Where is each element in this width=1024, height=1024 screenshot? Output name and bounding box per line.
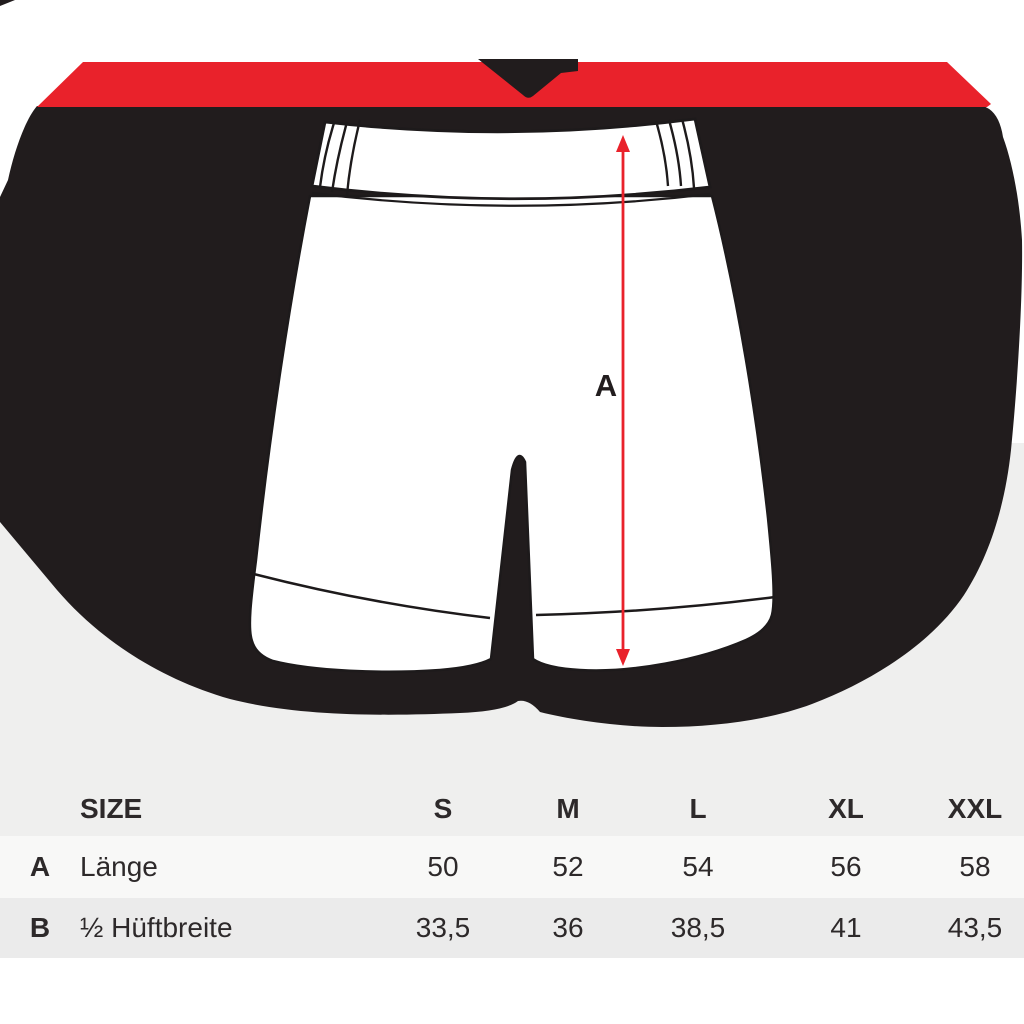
laenge-s: 50 — [427, 851, 459, 882]
corner-fragment — [0, 0, 15, 6]
laenge-xxl: 58 — [959, 851, 991, 882]
laenge-xl: 56 — [830, 851, 862, 882]
laenge-m: 52 — [552, 851, 584, 882]
row-label-laenge: Länge — [80, 851, 158, 882]
header-col-xxl: XXL — [947, 793, 1003, 824]
measurement-arrow-A — [616, 135, 630, 666]
hueftbreite-xl: 41 — [830, 912, 862, 943]
laenge-l: 54 — [682, 851, 714, 882]
size-table-header-row: SIZE S M L XL XXL — [0, 750, 1024, 836]
row-key-b: B — [29, 912, 51, 943]
header-spacer — [0, 750, 80, 836]
row-key-a: A — [29, 851, 51, 882]
header-col-m: M — [556, 793, 580, 824]
sketch-waistband — [310, 117, 712, 201]
right-hem-line — [535, 595, 776, 617]
header-size: SIZE — [80, 793, 143, 824]
table-row-laenge: A Länge 50 52 54 56 58 — [0, 836, 1024, 898]
waistband-stitches-right — [654, 118, 696, 189]
waistband-stitches-left — [318, 119, 362, 196]
hueftbreite-s: 33,5 — [415, 912, 471, 943]
shorts-illustration — [0, 0, 1023, 727]
header-col-l: L — [689, 793, 707, 824]
header-col-xl: XL — [828, 793, 864, 824]
hueftbreite-l: 38,5 — [670, 912, 726, 943]
hueftbreite-m: 36 — [552, 912, 584, 943]
row-label-hueftbreite: ½ Hüftbreite — [80, 912, 233, 943]
header-col-s: S — [433, 793, 453, 824]
sketch-shorts-body — [248, 194, 775, 673]
hueftbreite-xxl: 43,5 — [947, 912, 1003, 943]
table-row-hueftbreite: B ½ Hüftbreite 33,5 36 38,5 41 43,5 — [0, 898, 1024, 958]
left-hem-line — [249, 571, 491, 620]
measurement-label-A: A — [594, 368, 618, 403]
drawstring-notch — [478, 59, 578, 98]
waistband-double-line — [311, 191, 711, 207]
